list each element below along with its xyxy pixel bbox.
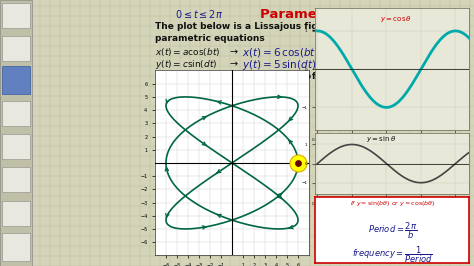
Text: $y(t) = c\sin(dt)$: $y(t) = c\sin(dt)$ (155, 58, 218, 71)
Text: The plot below is a Lissajous figure created with: The plot below is a Lissajous figure cre… (155, 22, 402, 31)
Bar (2, 101, 30, 126)
Bar (2, 201, 30, 226)
Text: If $y = \sin(b\theta)$ or $y = \cos(b\theta)$: If $y = \sin(b\theta)$ or $y = \cos(b\th… (349, 200, 435, 209)
Bar (0, 0, 32, 266)
Bar (2, 233, 30, 261)
Bar (2, 134, 30, 159)
Text: $y = \sin\theta$: $y = \sin\theta$ (366, 134, 396, 144)
Text: $\rightarrow$: $\rightarrow$ (228, 46, 239, 56)
Text: $x(t) = a\cos(bt)$: $x(t) = a\cos(bt)$ (155, 46, 220, 58)
Bar (2, 167, 30, 192)
Text: Find possible positive values of $a$, $b$, $c$, and $d$.: Find possible positive values of $a$, $b… (155, 70, 386, 83)
Text: $y = \cos\theta$: $y = \cos\theta$ (380, 14, 411, 24)
Point (294, 161, 302, 165)
Text: $0 \leq t \leq 2\pi$: $0 \leq t \leq 2\pi$ (175, 8, 223, 20)
Bar (2, 3, 30, 28)
Text: $y(t) = 5\,\sin(dt)$: $y(t) = 5\,\sin(dt)$ (242, 58, 316, 72)
Text: $frequency = \dfrac{1}{Period}$: $frequency = \dfrac{1}{Period}$ (352, 245, 433, 265)
Text: $\rightarrow$: $\rightarrow$ (228, 58, 239, 68)
Bar (2, 66, 30, 94)
Text: Parametric Equations: Parametric Equations (260, 8, 421, 21)
Text: $Period = \dfrac{2\pi}{b}$: $Period = \dfrac{2\pi}{b}$ (368, 220, 417, 241)
Text: parametric equations: parametric equations (155, 34, 265, 43)
Bar (2, 36, 30, 61)
Bar (2, 66, 30, 94)
Point (294, 161, 302, 165)
Text: $x(t) = 6\,\cos(bt)$: $x(t) = 6\,\cos(bt)$ (242, 46, 319, 59)
